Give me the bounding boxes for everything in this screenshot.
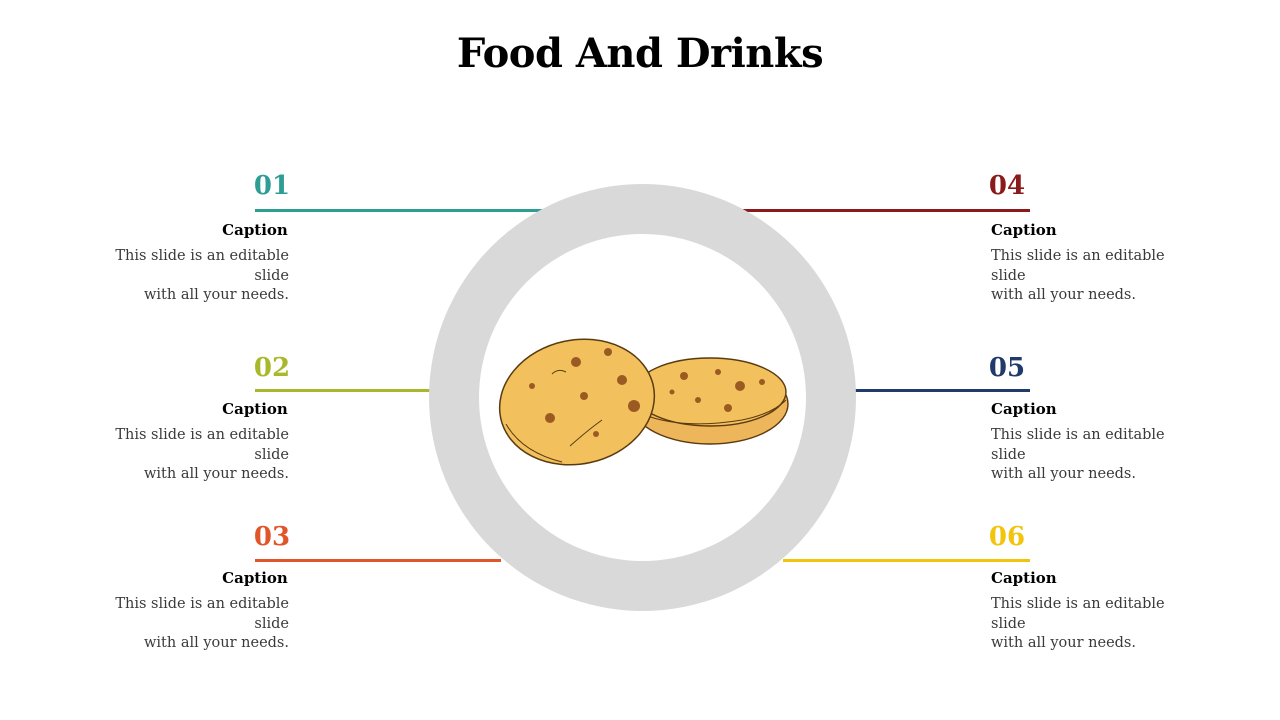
item-description-06: This slide is an editable slide with all… xyxy=(991,595,1201,654)
connector-line-01 xyxy=(255,209,555,212)
item-description-01-line1: This slide is an editable slide xyxy=(115,248,289,284)
item-description-02-line1: This slide is an editable slide xyxy=(115,427,289,463)
item-caption-06: Caption xyxy=(991,569,1057,587)
item-description-04: This slide is an editable slide with all… xyxy=(991,247,1201,306)
cookies-illustration xyxy=(498,338,789,466)
item-description-01: This slide is an editable slide with all… xyxy=(79,247,289,306)
item-caption-03: Caption xyxy=(222,569,288,587)
item-number-03: 03 xyxy=(253,522,291,552)
item-description-05-line2: with all your needs. xyxy=(991,466,1136,482)
item-caption-04: Caption xyxy=(991,221,1057,239)
item-caption-01: Caption xyxy=(222,221,288,239)
item-description-02-line2: with all your needs. xyxy=(144,466,289,482)
item-number-02: 02 xyxy=(253,353,291,383)
item-description-04-line2: with all your needs. xyxy=(991,287,1136,303)
connector-line-03 xyxy=(255,559,501,562)
item-description-05-line1: This slide is an editable slide xyxy=(991,427,1165,463)
slide-title: Food And Drinks xyxy=(456,30,824,77)
item-number-06: 06 xyxy=(988,522,1026,552)
item-description-01-line2: with all your needs. xyxy=(144,287,289,303)
item-caption-02: Caption xyxy=(222,400,288,418)
item-number-01: 01 xyxy=(253,171,291,201)
item-description-04-line1: This slide is an editable slide xyxy=(991,248,1165,284)
item-description-02: This slide is an editable slide with all… xyxy=(79,426,289,485)
item-description-03-line2: with all your needs. xyxy=(144,635,289,651)
connector-line-02 xyxy=(255,389,445,392)
connector-line-04 xyxy=(735,209,1030,212)
item-description-03: This slide is an editable slide with all… xyxy=(79,595,289,654)
item-caption-05: Caption xyxy=(991,400,1057,418)
item-description-06-line1: This slide is an editable slide xyxy=(991,596,1165,632)
item-description-05: This slide is an editable slide with all… xyxy=(991,426,1201,485)
item-number-04: 04 xyxy=(988,171,1026,201)
item-number-05: 05 xyxy=(988,353,1026,383)
item-description-03-line1: This slide is an editable slide xyxy=(115,596,289,632)
connector-line-05 xyxy=(840,389,1030,392)
connector-line-06 xyxy=(783,559,1030,562)
item-description-06-line2: with all your needs. xyxy=(991,635,1136,651)
